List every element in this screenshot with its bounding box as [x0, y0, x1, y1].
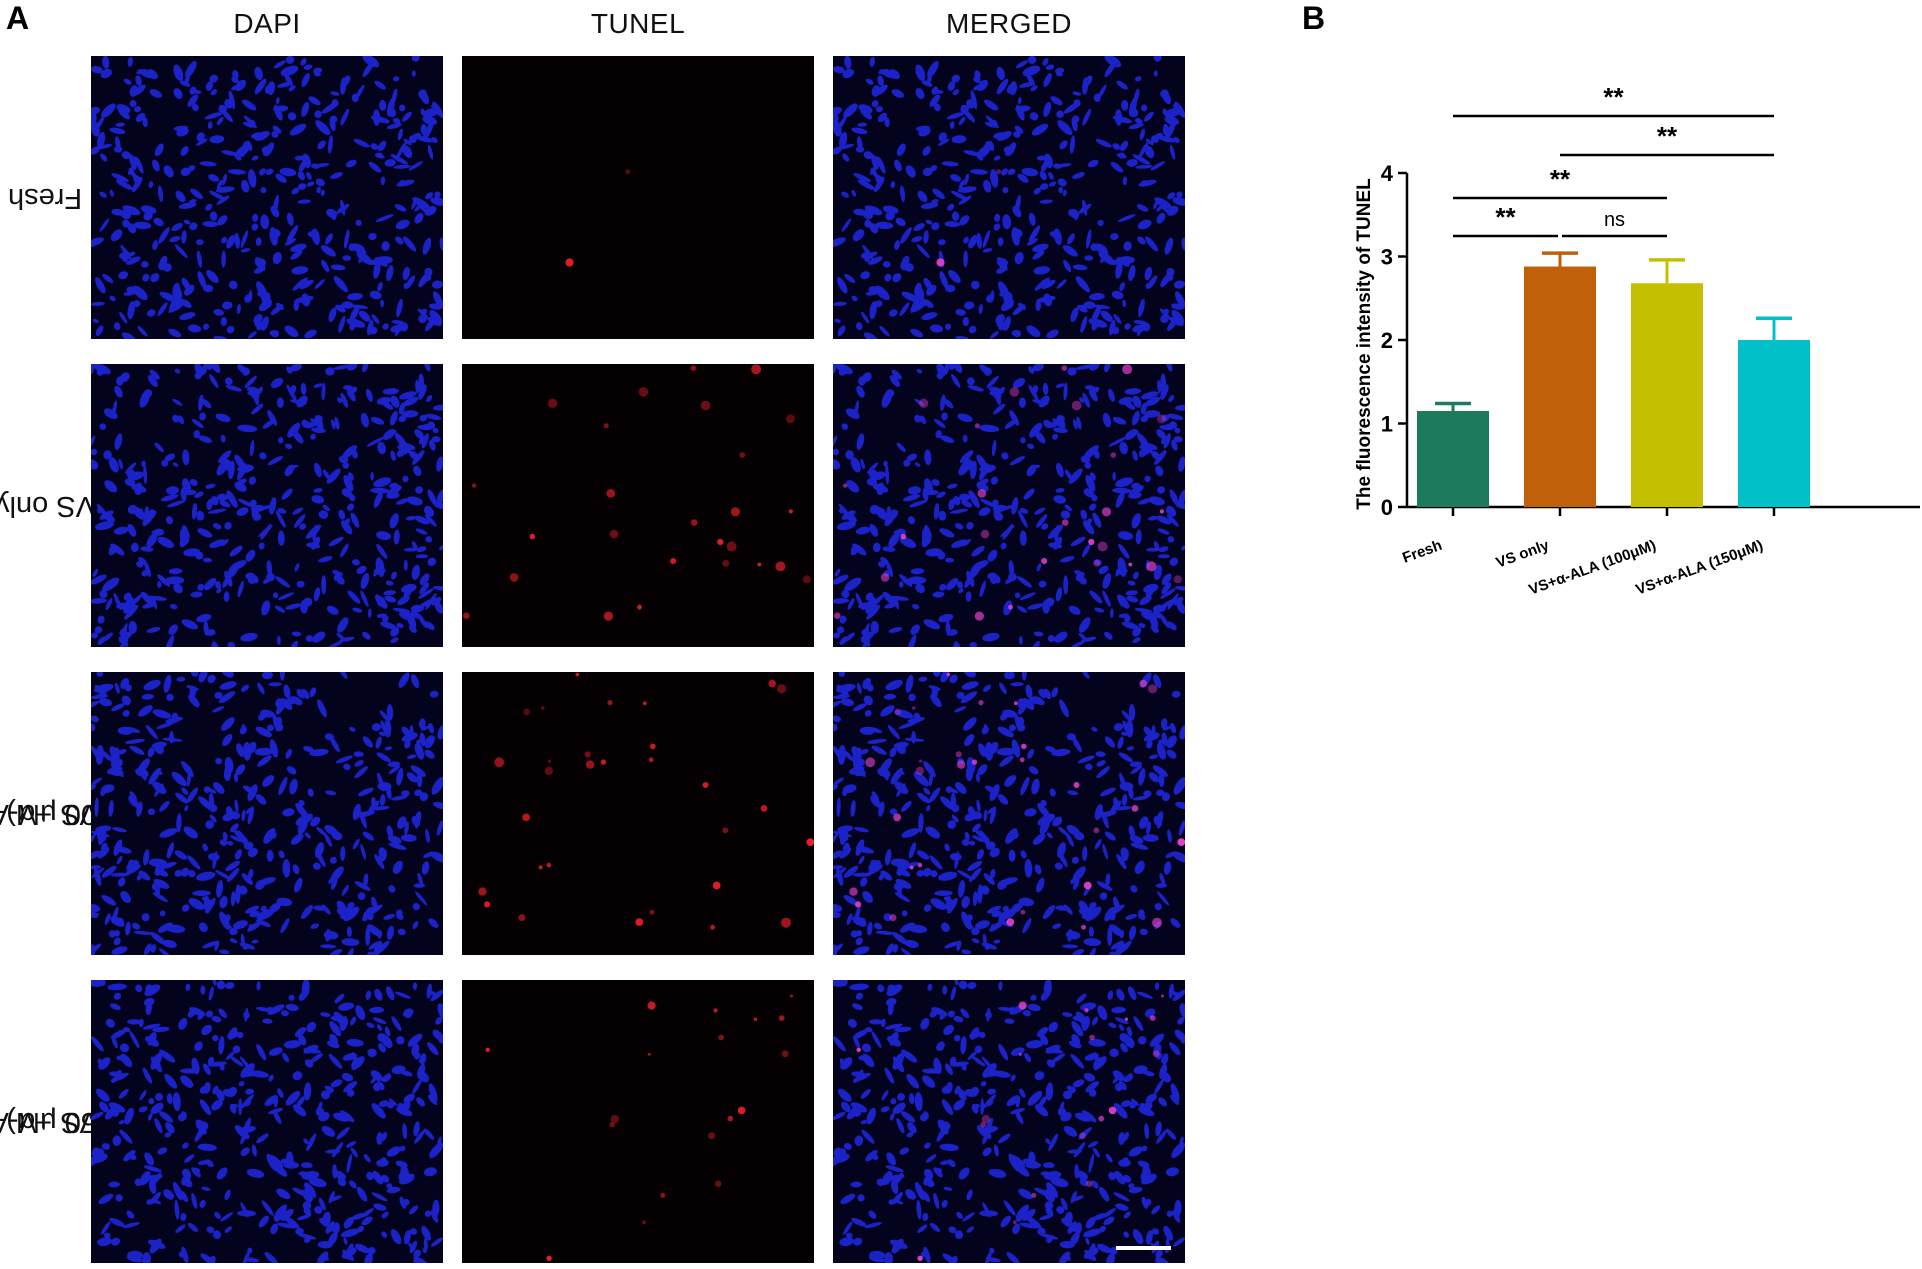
column-header-tunel: TUNEL: [590, 8, 686, 39]
y-tick-label-4: 4: [1381, 161, 1394, 186]
y-tick-label-3: 3: [1381, 245, 1393, 270]
micrograph-merged-row-4: [833, 980, 1185, 1263]
micrograph-merged-row-3: [833, 672, 1185, 955]
row-label-vs-ala-150: VS +α-ALA(150 μM): [0, 980, 122, 1263]
x-tick-label-1: VS only: [1494, 537, 1552, 572]
micrograph-dapi-row-2: [91, 364, 443, 647]
micrograph-merged-row-1: [833, 56, 1185, 339]
sig-label-4: ns: [1604, 209, 1625, 231]
row-label-fresh-line1: Fresh: [7, 181, 83, 214]
micrograph-tunel-row-2: [462, 364, 814, 647]
column-header-dapi: DAPI: [233, 8, 301, 39]
bar-1: [1524, 266, 1596, 507]
sig-label-0: **: [1603, 82, 1624, 112]
sig-label-3: **: [1495, 202, 1516, 232]
column-header-merged: MERGED: [946, 8, 1072, 39]
row-label-vs-only-line1: VS only: [0, 489, 95, 522]
panel-a-letter: A: [6, 0, 30, 36]
row-label-vs-ala-100: VS +α-ALA(100 μM): [0, 672, 122, 955]
micrograph-dapi-row-1: [91, 56, 443, 339]
micrograph-dapi-row-4: [91, 980, 443, 1263]
bar-3: [1738, 340, 1810, 507]
y-tick-label-1: 1: [1381, 412, 1393, 437]
micrograph-dapi-row-3: [91, 672, 443, 955]
micrograph-merged-row-2: [833, 364, 1185, 647]
micrograph-tunel-row-4: [462, 980, 814, 1263]
y-tick-label-2: 2: [1381, 328, 1393, 353]
micrograph-tunel-row-1: [462, 56, 814, 339]
bar-2: [1631, 283, 1703, 507]
row-label-fresh: Fresh: [0, 56, 90, 339]
y-tick-label-0: 0: [1381, 495, 1393, 520]
micrograph-tunel-row-3: [462, 672, 814, 955]
sig-label-2: **: [1550, 164, 1571, 194]
x-tick-label-0: Fresh: [1400, 537, 1444, 567]
row-label-vs-only: VS only: [0, 364, 95, 647]
panel-b-letter: B: [1302, 0, 1326, 36]
bar-0: [1417, 410, 1489, 507]
scale-bar: [1116, 1246, 1171, 1250]
sig-label-1: **: [1657, 121, 1678, 151]
tunel-bar-chart: 0 1 2 3 4 The fluorescence intensity of TUNEL…: [1354, 82, 1920, 599]
y-axis-title: The fluorescence intensity of TUNEL: [1354, 178, 1375, 510]
